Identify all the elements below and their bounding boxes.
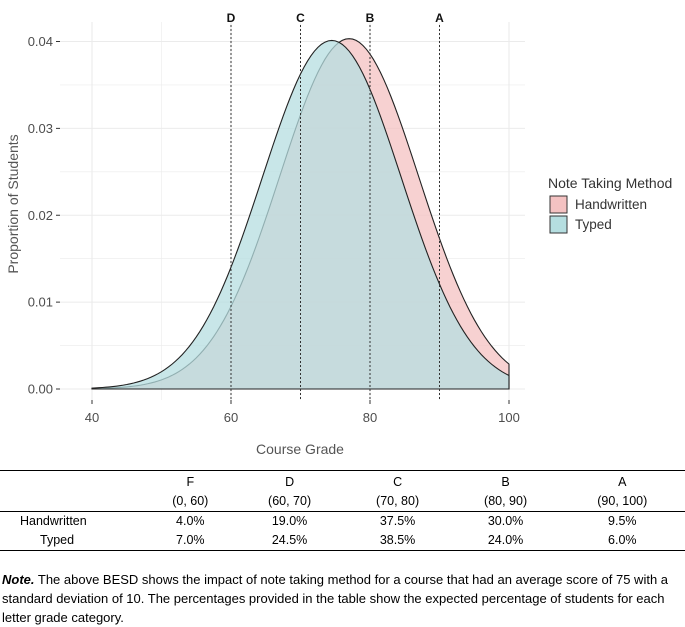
x-tick-label: 40 [85, 410, 99, 425]
col-range: (80, 90) [484, 494, 528, 508]
cutoff-label-d: D [227, 11, 236, 25]
table-row: Handwritten 4.0% 19.0% 37.5% 30.0% 9.5% [0, 512, 685, 531]
col-grade: D [285, 475, 295, 489]
col-range: (70, 80) [376, 494, 420, 508]
y-axis-ticks: 0.00 0.01 0.02 0.03 0.04 [28, 34, 60, 397]
figure-note: Note. The above BESD shows the impact of… [2, 570, 685, 627]
table-cell: 4.0% [176, 514, 205, 528]
x-axis-ticks: 40 60 80 100 [85, 400, 520, 425]
y-tick-label: 0.03 [28, 121, 53, 136]
y-tick-label: 0.04 [28, 34, 53, 49]
col-grade: F [186, 475, 195, 489]
x-axis-label: Course Grade [256, 441, 344, 457]
col-range: (90, 100) [597, 494, 648, 508]
legend-title: Note Taking Method [548, 175, 672, 191]
table-cell: 6.0% [608, 533, 637, 547]
table-cell: 38.5% [379, 533, 416, 547]
legend-key-handwritten [549, 195, 568, 214]
note-text: The above BESD shows the impact of note … [2, 572, 669, 625]
table-cell: 30.0% [487, 514, 524, 528]
table-cell: 24.5% [271, 533, 308, 547]
cutoff-label-a: A [435, 11, 444, 25]
table-cell: 19.0% [271, 514, 308, 528]
table-cell: 9.5% [608, 514, 637, 528]
legend-label-typed: Typed [575, 217, 612, 232]
table-cell: 37.5% [379, 514, 416, 528]
row-label: Handwritten [20, 514, 87, 528]
legend: Note Taking Method Handwritten Typed [548, 175, 672, 234]
table-row: Typed 7.0% 24.5% 38.5% 24.0% 6.0% [0, 531, 685, 551]
x-tick-label: 60 [224, 410, 238, 425]
cutoff-label-c: C [296, 11, 305, 25]
y-tick-label: 0.00 [28, 382, 53, 397]
density-chart: D C B A 40 60 80 100 0.00 0.01 0.02 0.03 0.04 Cour… [5, 11, 672, 457]
table-header-range-row: (0, 60) (60, 70) (70, 80) (80, 90) (90, … [0, 492, 685, 512]
row-label: Typed [40, 533, 75, 547]
table-cell: 7.0% [176, 533, 205, 547]
y-tick-label: 0.02 [28, 208, 53, 223]
col-grade: B [501, 475, 510, 489]
grade-percentage-table: F D C B A (0, 60) (60, 70) (70, 80) (80,… [0, 470, 685, 551]
x-tick-label: 100 [498, 410, 520, 425]
col-grade: C [393, 475, 403, 489]
x-tick-label: 80 [363, 410, 377, 425]
cutoff-label-b: B [366, 11, 375, 25]
note-lead: Note. [2, 572, 35, 587]
legend-key-typed [549, 215, 568, 234]
y-axis-label: Proportion of Students [5, 134, 21, 273]
table-cell: 24.0% [487, 533, 524, 547]
col-range: (60, 70) [268, 494, 312, 508]
legend-label-handwritten: Handwritten [575, 197, 647, 212]
col-range: (0, 60) [172, 494, 209, 508]
table-header-grade-row: F D C B A [0, 471, 685, 492]
col-grade: A [618, 475, 627, 489]
y-tick-label: 0.01 [28, 295, 53, 310]
